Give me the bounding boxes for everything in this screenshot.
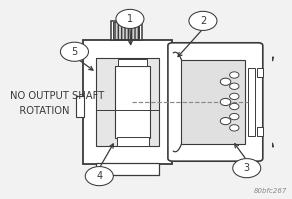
Bar	[248, 68, 255, 136]
Circle shape	[230, 93, 239, 100]
Circle shape	[189, 11, 217, 30]
Bar	[111, 21, 142, 40]
Text: 4: 4	[96, 171, 102, 181]
Bar	[96, 58, 159, 146]
Bar	[257, 127, 263, 136]
FancyBboxPatch shape	[168, 43, 263, 161]
Bar	[118, 59, 147, 66]
Bar	[257, 68, 263, 77]
Text: 5: 5	[71, 47, 78, 57]
Text: 2: 2	[200, 16, 206, 26]
Circle shape	[230, 125, 239, 131]
Bar	[117, 137, 149, 146]
Bar	[115, 66, 150, 138]
Bar	[80, 32, 264, 168]
Circle shape	[230, 113, 239, 120]
Circle shape	[230, 72, 239, 78]
Text: NO OUTPUT SHAFT: NO OUTPUT SHAFT	[10, 91, 105, 100]
Circle shape	[230, 83, 239, 89]
Circle shape	[230, 103, 239, 110]
Bar	[113, 22, 139, 39]
Circle shape	[220, 78, 231, 85]
Bar	[181, 60, 245, 144]
Circle shape	[85, 167, 113, 186]
Text: 3: 3	[244, 163, 250, 173]
Bar	[76, 96, 84, 117]
Bar	[83, 40, 172, 164]
Text: 1: 1	[127, 14, 133, 24]
Circle shape	[60, 42, 88, 61]
Circle shape	[116, 9, 144, 28]
Text: ROTATION: ROTATION	[10, 106, 70, 116]
Circle shape	[233, 159, 261, 178]
Circle shape	[220, 99, 231, 105]
Text: 80bfc267: 80bfc267	[254, 188, 288, 194]
Bar	[96, 163, 159, 175]
Circle shape	[220, 118, 231, 125]
